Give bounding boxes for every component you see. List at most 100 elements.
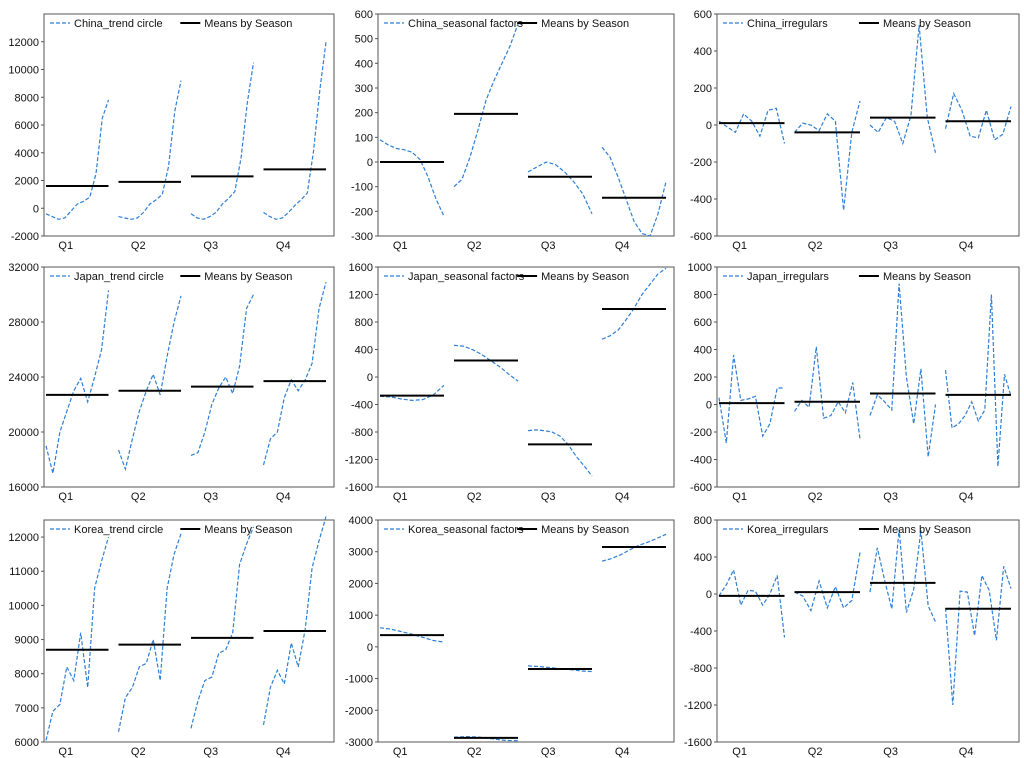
y-tick-label: 0	[367, 157, 373, 169]
y-tick-label: 600	[694, 317, 712, 329]
legend: Korea_irregulars Means by Season	[723, 524, 971, 536]
x-tick-label: Q2	[467, 491, 482, 503]
series-line-q2	[117, 295, 182, 472]
series-line-q4	[263, 41, 327, 220]
y-tick-label: 0	[367, 642, 373, 654]
legend: Japan_seasonal factors Means by Season	[384, 271, 629, 283]
x-tick-label: Q3	[883, 491, 898, 503]
y-tick-label: 16000	[8, 482, 39, 494]
chart-panel-6: -600 -400 -200 0 200 400 600 800 1000 Q1 Q2 Q3 Q4 Jap…	[688, 262, 1020, 503]
series-line-q3	[869, 25, 937, 153]
series-line-q3	[869, 283, 937, 457]
y-tick-label: -400	[690, 626, 712, 638]
legend-series-label: China_trend circle	[74, 18, 163, 30]
series-line-q2	[118, 80, 182, 220]
x-tick-label: Q2	[131, 746, 146, 758]
x-tick-label: Q1	[393, 240, 408, 252]
y-tick-label: 0	[367, 372, 373, 384]
series-line-q2	[794, 346, 861, 439]
legend: Korea_seasonal factors Means by Season	[384, 524, 629, 536]
legend-mean-label: Means by Season	[204, 524, 292, 536]
y-tick-label: 1200	[349, 290, 373, 302]
y-tick-label: 8000	[15, 669, 39, 681]
legend-mean-label: Means by Season	[541, 524, 629, 536]
y-tick-label: 2000	[15, 176, 39, 188]
y-tick-label: 400	[694, 46, 712, 58]
x-tick-label: Q3	[203, 491, 218, 503]
y-tick-label: 500	[355, 34, 373, 46]
legend: Korea_trend circle Means by Season	[50, 524, 292, 536]
y-tick-label: 1000	[688, 262, 712, 274]
y-tick-label: -200	[690, 157, 712, 169]
y-tick-label: 6000	[15, 737, 39, 749]
y-tick-label: -300	[351, 231, 373, 243]
x-tick-label: Q4	[615, 491, 630, 503]
x-tick-label: Q2	[467, 746, 482, 758]
y-tick-label: 800	[355, 317, 373, 329]
x-tick-label: Q1	[732, 240, 747, 252]
series-line-q3	[190, 294, 255, 456]
series-line-q4	[262, 516, 327, 726]
chart-panel-3: -600 -400 -200 0 200 400 600 Q1 Q2 Q3 Q4 China_irre…	[690, 9, 1020, 252]
plot-frame	[43, 266, 335, 488]
y-tick-label: 4000	[349, 515, 373, 527]
series-line-q2	[794, 552, 861, 613]
x-tick-label: Q2	[131, 491, 146, 503]
x-tick-label: Q1	[393, 746, 408, 758]
legend-mean-label: Means by Season	[883, 271, 971, 283]
series-line-q4	[944, 294, 1012, 467]
y-tick-label: 400	[694, 552, 712, 564]
series-line-q1	[718, 354, 785, 444]
y-tick-label: -2000	[345, 705, 373, 717]
y-tick-label: 7000	[15, 703, 39, 715]
y-tick-label: -600	[690, 231, 712, 243]
legend-mean-label: Means by Season	[883, 524, 971, 536]
x-tick-label: Q2	[808, 746, 823, 758]
chart-panel-7: 6000 7000 8000 9000 10000 11000 12000 Q1 Q2 Q3 Q4 K…	[8, 516, 335, 758]
plot-frame	[377, 266, 675, 488]
x-tick-label: Q4	[276, 491, 291, 503]
y-tick-label: -600	[690, 482, 712, 494]
series-line-q1	[45, 290, 110, 474]
series-line-q1	[379, 384, 445, 402]
y-tick-label: -400	[351, 400, 373, 412]
y-tick-label: 200	[355, 108, 373, 120]
plot-frame	[716, 266, 1020, 488]
y-tick-label: 28000	[8, 317, 39, 329]
y-tick-label: 200	[694, 83, 712, 95]
x-tick-label: Q4	[959, 491, 974, 503]
y-tick-label: -800	[351, 427, 373, 439]
x-tick-label: Q2	[808, 240, 823, 252]
chart-panel-1: -2000 0 2000 4000 6000 8000 10000 12000 Q1 Q2 Q3 Q4…	[8, 13, 335, 252]
y-tick-label: 200	[694, 372, 712, 384]
y-tick-label: -1600	[684, 737, 712, 749]
y-tick-label: 6000	[15, 120, 39, 132]
series-line-q1	[379, 139, 445, 217]
y-tick-label: 800	[694, 290, 712, 302]
y-tick-label: 100	[355, 132, 373, 144]
y-tick-label: 2000	[349, 578, 373, 590]
legend-mean-label: Means by Season	[541, 271, 629, 283]
legend-mean-label: Means by Season	[204, 18, 292, 30]
series-line-q4	[262, 281, 327, 466]
y-tick-label: 0	[706, 589, 712, 601]
y-tick-label: 400	[694, 345, 712, 357]
y-tick-label: 600	[355, 9, 373, 21]
y-tick-label: 0	[33, 203, 39, 215]
x-tick-label: Q2	[131, 240, 146, 252]
plot-frame	[43, 519, 335, 743]
legend-series-label: Japan_seasonal factors	[408, 271, 525, 283]
chart-panel-2: -300 -200 -100 0 100 200 300 400 500 600 Q1 Q2 Q3 Q4 C…	[351, 9, 675, 252]
x-tick-label: Q3	[541, 746, 556, 758]
y-tick-label: -800	[690, 663, 712, 675]
y-tick-label: 0	[706, 400, 712, 412]
x-tick-label: Q3	[541, 240, 556, 252]
series-line-q4	[944, 566, 1012, 706]
series-line-q2	[794, 100, 861, 211]
chart-panel-9: -1600 -1200 -800 -400 0 400 800 Q1 Q2 Q3 Q4 Korea_i…	[684, 515, 1020, 758]
x-tick-label: Q1	[58, 746, 73, 758]
x-tick-label: Q2	[467, 240, 482, 252]
series-line-q4	[944, 91, 1012, 141]
series-line-q2	[453, 23, 519, 188]
x-tick-label: Q1	[393, 491, 408, 503]
